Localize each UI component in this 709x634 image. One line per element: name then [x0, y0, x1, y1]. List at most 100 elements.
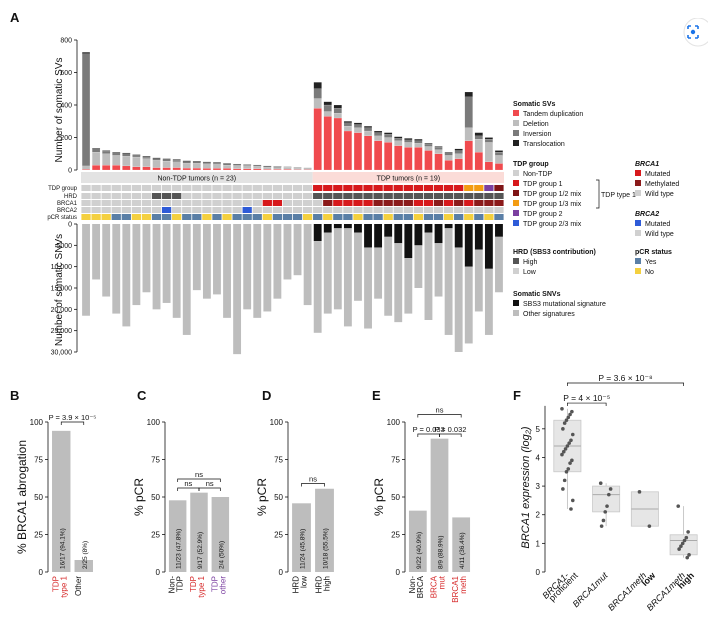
track-cell-pcr	[202, 214, 212, 220]
track-cell-hrd	[141, 193, 152, 199]
y-tick-label: 100	[30, 418, 44, 427]
track-cell-tdp-group	[111, 185, 121, 191]
sv-bar-segment	[223, 163, 232, 164]
sv-bar-segment	[283, 167, 292, 170]
legend-title: HRD (SBS3 contribution)	[513, 249, 596, 256]
sv-bar-segment	[333, 117, 342, 171]
sv-bar-segment	[152, 167, 161, 171]
track-cell-brca2	[423, 207, 434, 213]
significance-bracket	[417, 433, 440, 437]
legend-swatch	[513, 130, 519, 136]
sv-bar-segment	[132, 155, 141, 158]
significance-label: ns	[206, 479, 214, 488]
sv-bar-segment	[384, 132, 393, 135]
track-cell-hrd	[464, 193, 474, 199]
snv-bar-other	[202, 224, 211, 299]
track-cell-pcr	[182, 214, 192, 220]
sv-bar-segment	[142, 156, 151, 158]
track-cell-brca1	[161, 200, 172, 206]
sv-bar-segment	[494, 150, 503, 153]
track-cell-hrd	[413, 193, 424, 199]
data-point	[561, 427, 565, 431]
sv-bar-segment	[293, 168, 302, 170]
data-point	[599, 524, 604, 528]
track-cell-brca1	[464, 200, 474, 206]
track-cell-hrd	[182, 193, 192, 199]
track-cell-brca1	[262, 200, 272, 206]
sv-bar-segment	[202, 163, 211, 169]
track-cell-tdp-group	[433, 185, 444, 191]
snv-bar-other	[303, 224, 312, 306]
track-cell-tdp-group	[182, 185, 192, 191]
snv-bar-other	[364, 247, 372, 329]
legend-item: TDP group 1/2 mix	[523, 191, 582, 198]
track-cell-brca2	[202, 207, 212, 213]
track-cell-hrd	[272, 193, 283, 199]
panel-label-e: E	[372, 388, 381, 403]
sv-bar-segment	[404, 147, 413, 171]
snv-bar-other	[92, 224, 101, 280]
track-cell-pcr	[474, 214, 484, 220]
significance-bracket	[567, 402, 607, 407]
track-cell-hrd	[363, 193, 373, 199]
track-cell-hrd	[161, 193, 172, 199]
data-point	[568, 412, 572, 417]
sv-bar-segment	[464, 91, 473, 97]
data-point	[570, 498, 575, 503]
track-cell-brca2	[222, 207, 232, 213]
legend-item: SBS3 mutational signature	[523, 301, 606, 308]
snv-bar-other	[243, 224, 252, 310]
sv-y-tick-label: 400	[60, 103, 72, 110]
track-label: TDP group	[48, 186, 78, 192]
snv-bar-sbs3	[444, 224, 453, 229]
sv-bar-segment	[374, 130, 383, 133]
track-cell-pcr	[423, 214, 434, 220]
track-cell-tdp-group	[242, 185, 252, 191]
sv-bar-segment	[172, 167, 181, 171]
track-cell-brca1	[383, 200, 393, 206]
track-cell-brca1	[373, 200, 383, 206]
track-cell-brca1	[363, 200, 373, 206]
snv-bar-other	[404, 258, 413, 314]
panel-label-f: F	[513, 388, 521, 403]
track-cell-tdp-group	[323, 185, 333, 191]
legend-swatch	[635, 170, 641, 176]
legend-item: No	[645, 269, 654, 276]
track-cell-pcr	[262, 214, 272, 220]
track-cell-brca1	[454, 200, 464, 206]
legend-title: BRCA2	[635, 211, 659, 218]
data-point	[605, 504, 609, 508]
sv-bar-segment	[444, 152, 453, 154]
sv-bar-segment	[494, 155, 503, 164]
sv-bar-segment	[424, 143, 433, 145]
track-cell-pcr	[333, 214, 343, 220]
ai-lens-button[interactable]	[676, 17, 709, 50]
track-cell-tdp-group	[333, 185, 343, 191]
track-label: BRCA2	[57, 208, 78, 214]
snv-bar-other	[182, 224, 191, 335]
legend-swatch	[513, 258, 519, 264]
track-cell-tdp-group	[484, 185, 494, 191]
track-cell-pcr	[313, 214, 323, 220]
track-cell-tdp-group	[91, 185, 101, 191]
significance-label: ns	[195, 470, 203, 479]
track-cell-hrd	[494, 193, 504, 199]
data-point	[598, 481, 603, 486]
sv-bar-segment	[454, 158, 463, 171]
sv-bar-segment	[162, 160, 171, 168]
category-label: mut	[438, 575, 447, 589]
sv-bar-segment	[92, 148, 101, 153]
sv-bar-segment	[263, 167, 272, 170]
sv-bar-segment	[444, 152, 453, 156]
sv-bar-segment	[212, 162, 221, 165]
track-cell-pcr	[111, 214, 121, 220]
track-cell-brca1	[131, 200, 142, 206]
sv-bar-segment	[424, 150, 433, 171]
sv-bar-segment	[112, 155, 121, 166]
panel-B-y-label: % BRCA1 abrogation	[15, 440, 29, 554]
sv-bar-segment	[454, 148, 463, 151]
sv-bar-segment	[313, 88, 322, 99]
y-tick-label: 100	[147, 418, 161, 427]
legend-title: Somatic SNVs	[513, 291, 561, 298]
track-cell-hrd	[373, 193, 383, 199]
